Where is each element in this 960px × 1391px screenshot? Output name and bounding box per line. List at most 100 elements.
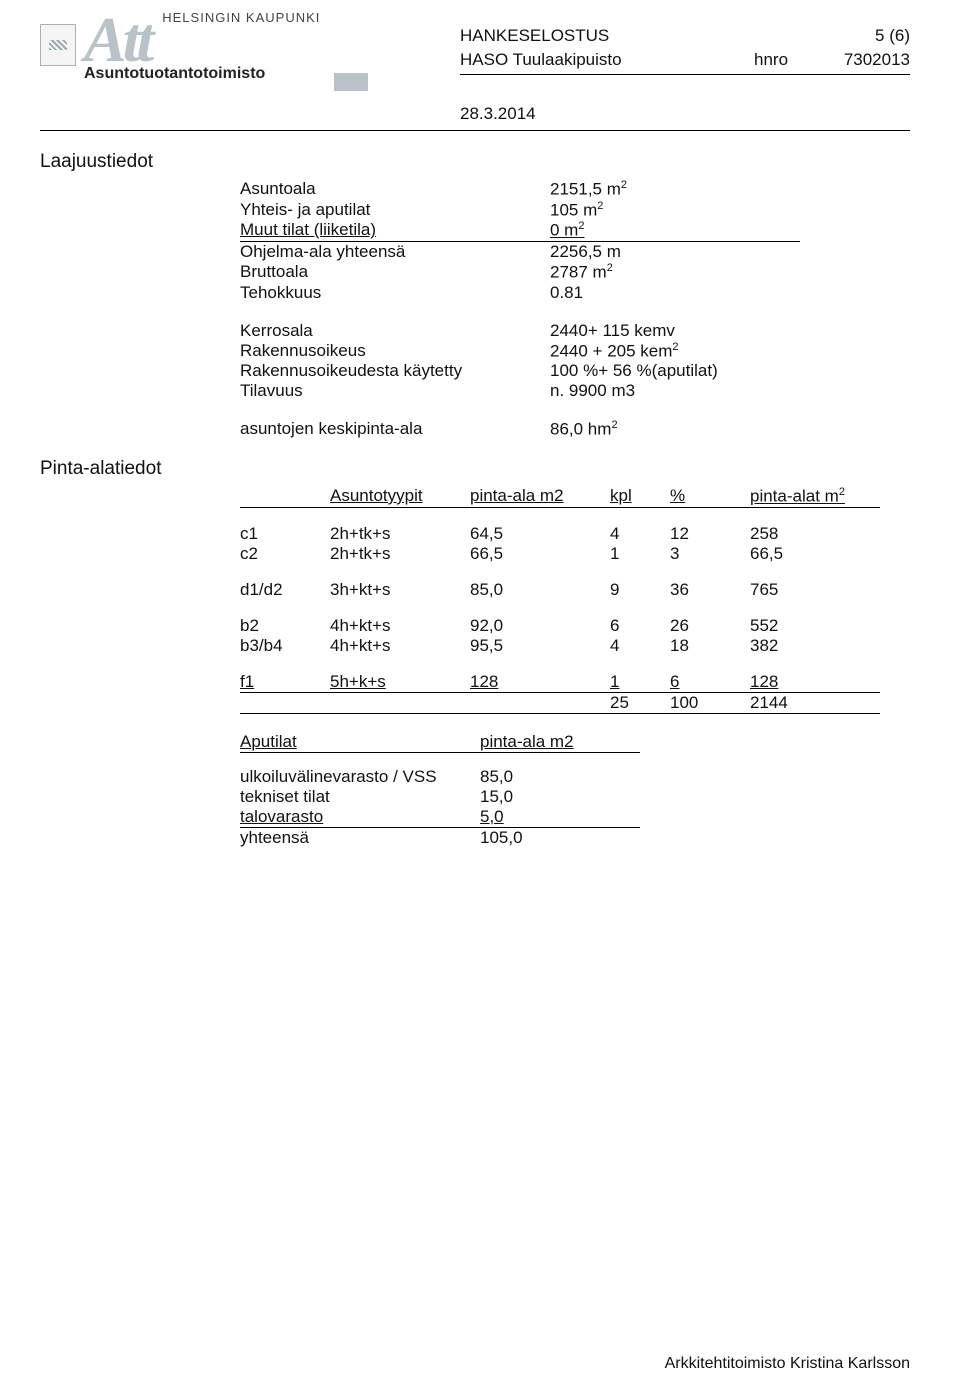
cell: 2h+tk+s [330, 544, 470, 564]
cell: 2h+tk+s [330, 524, 470, 544]
cell: 4h+kt+s [330, 616, 470, 636]
cell: 3h+kt+s [330, 580, 470, 600]
table-header-row: Aputilatpinta-ala m2 [240, 732, 660, 752]
cell: 100 [670, 693, 750, 713]
kv-row: Ohjelma-ala yhteensä2256,5 m [240, 242, 910, 262]
cell: b2 [240, 616, 330, 636]
cell: 382 [750, 636, 880, 656]
cell: talovarasto [240, 807, 480, 827]
hnro-value: 7302013 [810, 50, 910, 70]
cell: 765 [750, 580, 880, 600]
cell [330, 693, 470, 713]
cell: 18 [670, 636, 750, 656]
kv-label: Asuntoala [240, 179, 550, 200]
cell: Asuntotyypit [330, 486, 470, 507]
table-row: 251002144 [240, 693, 880, 713]
table-row: yhteensä105,0 [240, 828, 660, 848]
kv-value: 2440+ 115 kemv [550, 321, 910, 341]
section-laajuustiedot: Laajuustiedot Asuntoala2151,5 m2Yhteis- … [40, 151, 910, 440]
header-right: HANKESELOSTUS 5 (6) HASO Tuulaakipuisto … [440, 20, 910, 75]
cell [240, 693, 330, 713]
kv-row: Rakennusoikeudesta käytetty100 %+ 56 %(a… [240, 361, 910, 381]
cell: 85,0 [470, 580, 610, 600]
kv-row: asuntojen keskipinta-ala86,0 hm2 [240, 419, 910, 440]
kv-value: 0 m2 [550, 220, 910, 241]
cell: 26 [670, 616, 750, 636]
kv-row: Yhteis- ja aputilat105 m2 [240, 200, 910, 221]
cell: 2144 [750, 693, 880, 713]
table-row: c22h+tk+s66,51366,5 [240, 544, 880, 564]
table-row: f15h+k+s12816128 [240, 672, 880, 692]
cell: 36 [670, 580, 750, 600]
kv-label: Muut tilat (liiketila) [240, 220, 550, 241]
cell: c2 [240, 544, 330, 564]
crest-icon [40, 24, 76, 66]
cell: 3 [670, 544, 750, 564]
kv-value: 2151,5 m2 [550, 179, 910, 200]
cell: 66,5 [470, 544, 610, 564]
cell: 64,5 [470, 524, 610, 544]
logo-kaupunki: HELSINGIN KAUPUNKI [162, 10, 320, 25]
cell: 258 [750, 524, 880, 544]
cell: pinta-alat m2 [750, 486, 880, 507]
table-row: d1/d23h+kt+s85,0936765 [240, 580, 880, 600]
page-number: 5 (6) [850, 26, 910, 46]
kv-value: 2787 m2 [550, 262, 910, 283]
kv-row: Asuntoala2151,5 m2 [240, 179, 910, 200]
logo-bar [334, 73, 368, 91]
logo-word: Att [84, 14, 150, 65]
logo-subtitle: Asuntotuotantotoimisto [84, 65, 368, 83]
table-row: b24h+kt+s92,0626552 [240, 616, 880, 636]
kv-label: Kerrosala [240, 321, 550, 341]
cell: pinta-ala m2 [480, 732, 600, 752]
att-logo: Att HELSINGIN KAUPUNKI Asuntotuotantotoi… [84, 14, 368, 91]
header: Att HELSINGIN KAUPUNKI Asuntotuotantotoi… [40, 20, 910, 90]
cell: pinta-ala m2 [470, 486, 610, 507]
table-row: c12h+tk+s64,5412258 [240, 524, 880, 544]
cell: 4h+kt+s [330, 636, 470, 656]
kv-value: n. 9900 m3 [550, 381, 910, 401]
table-row: ulkoiluvälinevarasto / VSS85,0 [240, 767, 660, 787]
kv-value: 100 %+ 56 %(aputilat) [550, 361, 910, 381]
kv-label: Ohjelma-ala yhteensä [240, 242, 550, 262]
kv-label: Bruttoala [240, 262, 550, 283]
kv-value: 0.81 [550, 283, 910, 303]
kv-value: 2440 + 205 kem2 [550, 341, 910, 362]
cell: % [670, 486, 750, 507]
cell: ulkoiluvälinevarasto / VSS [240, 767, 480, 787]
table-row: talovarasto5,0 [240, 807, 660, 827]
kv-row: Tehokkuus0.81 [240, 283, 910, 303]
cell: 128 [750, 672, 880, 692]
cell: 12 [670, 524, 750, 544]
cell: 4 [610, 524, 670, 544]
cell: 25 [610, 693, 670, 713]
kv-value: 105 m2 [550, 200, 910, 221]
kv-label: Rakennusoikeudesta käytetty [240, 361, 550, 381]
cell: 6 [610, 616, 670, 636]
cell: c1 [240, 524, 330, 544]
cell: 92,0 [470, 616, 610, 636]
kv-row: Bruttoala2787 m2 [240, 262, 910, 283]
cell: 105,0 [480, 828, 600, 848]
kv-label: Tehokkuus [240, 283, 550, 303]
cell: f1 [240, 672, 330, 692]
hnro-label: hnro [750, 50, 810, 70]
cell [240, 486, 330, 507]
cell: 66,5 [750, 544, 880, 564]
footer-credit: Arkkitehtitoimisto Kristina Karlsson [665, 1355, 910, 1373]
cell [470, 693, 610, 713]
section-pinta-alatiedot: Pinta-alatiedot Asuntotyypitpinta-ala m2… [40, 458, 910, 848]
kv-label: asuntojen keskipinta-ala [240, 419, 550, 440]
cell: 1 [610, 672, 670, 692]
kv-row: Rakennusoikeus2440 + 205 kem2 [240, 341, 910, 362]
cell: 5,0 [480, 807, 600, 827]
kv-value: 2256,5 m [550, 242, 910, 262]
doc-title: HANKESELOSTUS [460, 26, 850, 46]
table-row: tekniset tilat15,0 [240, 787, 660, 807]
cell: 552 [750, 616, 880, 636]
cell: 95,5 [470, 636, 610, 656]
cell: d1/d2 [240, 580, 330, 600]
section-title: Laajuustiedot [40, 151, 910, 173]
cell: Aputilat [240, 732, 480, 752]
cell: 1 [610, 544, 670, 564]
